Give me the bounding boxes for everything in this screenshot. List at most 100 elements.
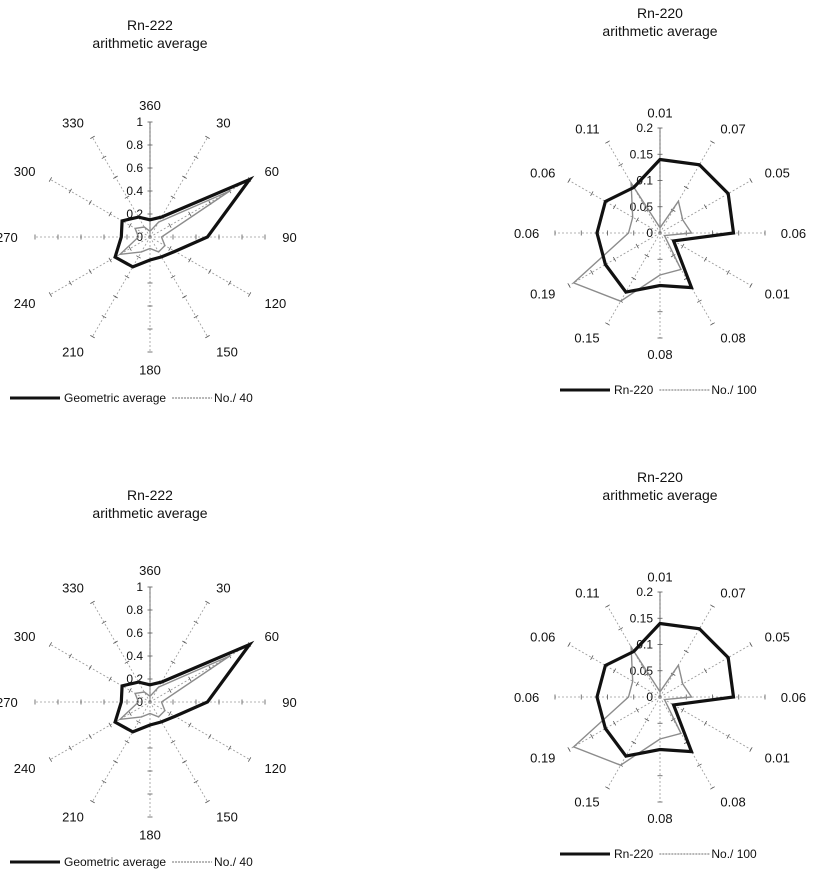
spoke-tick: [635, 217, 639, 223]
category-label: 0.08: [647, 811, 672, 826]
radial-tick-label: 0.8: [126, 138, 143, 152]
category-label: 0.08: [720, 331, 745, 346]
series-polygon-primary: [113, 640, 255, 734]
spoke-tick: [228, 745, 232, 751]
spoke-tick: [567, 283, 571, 288]
radial-tick-label: 0: [136, 230, 143, 244]
spoke-line: [50, 644, 151, 703]
spoke-tick: [128, 246, 132, 251]
spoke-tick: [205, 799, 210, 804]
radial-tick-label: 1: [136, 115, 143, 129]
category-label: 180: [139, 827, 161, 842]
spoke-tick: [101, 155, 107, 159]
spoke-line: [92, 137, 151, 238]
spoke-tick: [670, 208, 676, 212]
spoke-tick: [113, 760, 118, 764]
series-polygon-secondary: [118, 655, 231, 721]
spoke-tick: [170, 275, 176, 279]
spoke-tick: [749, 178, 753, 183]
radar-chart-rn220-top: Rn-220 arithmetic average 0.01 0.07 0.05 0.06…: [500, 0, 813, 420]
spoke-tick: [48, 757, 53, 762]
category-label: 180: [139, 362, 161, 377]
spoke-line: [149, 701, 250, 760]
spoke-line: [50, 701, 151, 760]
series-polygon-primary: [113, 175, 255, 269]
category-label: 0.05: [765, 166, 790, 181]
category-label: 30: [216, 115, 230, 130]
spoke-tick: [48, 642, 53, 647]
legend-label-secondary: No./ 40: [214, 391, 253, 405]
legend-label-primary: Rn-220: [614, 847, 654, 861]
spoke-tick: [182, 295, 187, 299]
category-label: 270: [0, 695, 18, 710]
spoke-tick: [612, 256, 617, 262]
spoke-tick: [605, 786, 610, 790]
spoke-tick: [48, 292, 53, 297]
category-label: 120: [265, 761, 287, 776]
radar-chart-rn222-top: Rn-222 arithmetic average 360 30 60 90 120 150 1…: [0, 0, 330, 420]
series-polygon-primary: [595, 621, 736, 758]
spoke-tick: [108, 257, 112, 263]
category-label: 0.07: [720, 585, 745, 600]
category-label: 210: [62, 810, 84, 825]
spoke-tick: [113, 295, 118, 299]
spoke-line: [149, 701, 208, 802]
spoke-tick: [113, 640, 118, 644]
spoke-tick: [128, 223, 132, 228]
spoke-tick: [683, 649, 689, 654]
category-label: 330: [62, 115, 84, 130]
legend-label-secondary: No./ 100: [711, 383, 757, 397]
radial-tick-label: 0.05: [630, 200, 654, 214]
radar-chart-svg: Rn-222 arithmetic average 360 30 60 90 120 150 1…: [0, 17, 297, 405]
spoke-tick: [136, 255, 141, 259]
spoke-tick: [644, 254, 650, 258]
spoke-tick: [726, 270, 730, 275]
spoke-tick: [170, 660, 176, 664]
category-label: 0.01: [765, 750, 790, 765]
spoke-tick: [68, 280, 72, 286]
spoke-tick: [193, 620, 199, 624]
spoke-tick: [48, 177, 53, 182]
radial-tick-label: 1: [136, 580, 143, 594]
legend-label-primary: Geometric average: [64, 391, 166, 405]
chart-subtitle: arithmetic average: [602, 487, 717, 503]
spoke-tick: [683, 185, 689, 190]
spoke-tick: [182, 640, 187, 644]
spoke-tick: [697, 763, 702, 767]
series-polygon-secondary: [118, 190, 231, 256]
spoke-tick: [605, 604, 610, 608]
category-label: 0.08: [720, 795, 745, 810]
spoke-tick: [710, 322, 715, 326]
spoke-line: [149, 236, 208, 337]
radar-chart-svg: Rn-222 arithmetic average 360 30 60 90 120 150 1…: [0, 487, 297, 869]
spoke-tick: [108, 676, 112, 682]
legend-label-secondary: No./ 100: [711, 847, 757, 861]
spoke-tick: [205, 135, 210, 140]
spoke-tick: [168, 688, 172, 693]
category-label: 150: [216, 810, 238, 825]
spoke-tick: [635, 681, 639, 687]
category-label: 0.06: [530, 166, 555, 181]
spoke-tick: [710, 604, 715, 608]
spoke-tick: [703, 256, 708, 262]
category-label: 60: [265, 629, 279, 644]
spoke-tick: [635, 243, 639, 249]
spoke-tick: [168, 223, 172, 228]
category-label: 330: [62, 580, 84, 595]
category-label: 0.11: [575, 585, 599, 600]
spoke-tick: [703, 720, 708, 726]
radial-tick-label: 0.8: [126, 603, 143, 617]
radial-tick-label: 0.2: [636, 121, 653, 135]
spoke-tick: [88, 734, 92, 739]
spoke-tick: [88, 665, 92, 670]
spoke-tick: [182, 175, 187, 179]
spoke-tick: [193, 155, 199, 159]
spoke-tick: [168, 711, 172, 716]
legend-label-primary: Rn-220: [614, 383, 654, 397]
spoke-tick: [205, 600, 210, 605]
spoke-line: [92, 236, 151, 337]
spoke-tick: [205, 334, 210, 339]
category-label: 0.11: [575, 121, 599, 136]
category-label: 0.05: [765, 630, 790, 645]
spoke-tick: [170, 195, 176, 199]
